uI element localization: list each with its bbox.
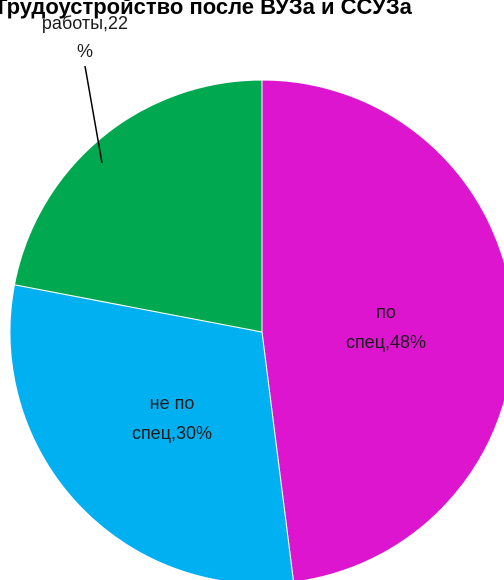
pie-slice-1 bbox=[261, 79, 504, 580]
pie-slice-2 bbox=[9, 284, 294, 580]
slice-label-1: по спец,48% bbox=[346, 302, 426, 352]
chart-title: Трудоустройство после ВУЗа и ССУЗа bbox=[0, 0, 412, 19]
leader-line bbox=[84, 65, 103, 164]
pie-labels: по спец,48% не по спец,30% работы,22% bbox=[42, 13, 426, 443]
pie-slice-3 bbox=[13, 79, 263, 333]
slice-label-3: работы,22% bbox=[42, 13, 128, 61]
slice-label-2: не по спец,30% bbox=[132, 393, 212, 443]
pie-slices bbox=[9, 79, 504, 580]
